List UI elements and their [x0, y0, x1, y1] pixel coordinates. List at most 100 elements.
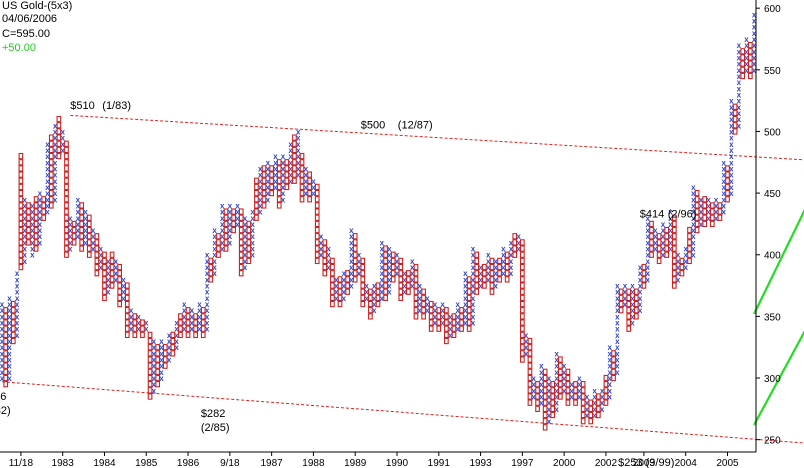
o-mark	[664, 226, 670, 234]
x-mark: x	[152, 356, 157, 365]
x-mark: x	[554, 374, 559, 383]
x-mark: x	[212, 232, 217, 241]
x-mark: x	[152, 368, 157, 377]
o-mark	[33, 196, 39, 203]
x-mark: x	[570, 393, 575, 402]
o-mark	[314, 239, 320, 246]
o-mark	[352, 245, 358, 252]
x-mark: x	[387, 282, 392, 291]
o-mark	[459, 325, 464, 332]
o-mark	[223, 239, 229, 246]
o-mark	[18, 220, 24, 228]
x-mark: x	[53, 195, 58, 204]
x-mark: x	[615, 349, 620, 358]
x-mark: x	[68, 220, 73, 229]
o-mark	[428, 313, 434, 320]
o-mark	[56, 146, 62, 154]
x-mark: x	[509, 251, 514, 260]
o-mark	[649, 245, 654, 252]
x-mark: x	[721, 164, 726, 173]
x-mark: x	[7, 319, 12, 328]
x-mark: x	[699, 201, 704, 210]
o-mark	[314, 208, 320, 215]
x-mark: x	[608, 362, 613, 371]
x-mark: x	[729, 158, 734, 167]
o-mark	[428, 319, 434, 326]
x-mark: x	[562, 386, 567, 395]
o-mark	[466, 282, 472, 289]
o-mark	[360, 282, 366, 289]
o-mark	[94, 239, 100, 246]
x-mark: x	[91, 245, 96, 254]
o-mark	[444, 331, 449, 339]
x-mark: x	[653, 232, 658, 241]
x-mark: x	[433, 300, 438, 309]
x-mark: x	[737, 97, 742, 106]
x-mark: x	[615, 343, 620, 352]
x-mark: x	[456, 312, 461, 321]
x-tick-label: 1985	[135, 458, 158, 468]
x-mark: x	[410, 275, 415, 284]
o-mark	[64, 165, 69, 172]
x-mark: x	[661, 226, 666, 235]
x-mark: x	[121, 288, 126, 297]
x-mark: x	[7, 349, 12, 358]
o-mark	[687, 245, 692, 252]
x-mark: x	[737, 53, 742, 62]
x-mark: x	[387, 269, 392, 278]
o-mark	[489, 257, 495, 265]
x-mark: x	[494, 282, 499, 291]
x-mark: x	[638, 263, 643, 272]
x-mark: x	[630, 294, 635, 303]
x-mark: x	[646, 269, 651, 278]
x-mark: x	[433, 312, 438, 321]
o-mark	[238, 226, 244, 234]
x-mark: x	[22, 238, 27, 247]
x-mark: x	[7, 368, 12, 377]
x-mark: x	[98, 245, 103, 254]
x-mark: x	[205, 294, 210, 303]
x-mark: x	[721, 177, 726, 186]
x-mark: x	[152, 362, 157, 371]
x-mark: x	[243, 214, 248, 223]
x-mark: x	[691, 195, 696, 204]
x-mark: x	[418, 282, 423, 291]
x-mark: x	[212, 226, 217, 235]
x-mark: x	[212, 257, 217, 266]
x-mark: x	[83, 214, 88, 223]
x-mark: x	[288, 140, 293, 149]
x-mark: x	[380, 294, 385, 303]
x-mark: x	[98, 257, 103, 266]
o-mark	[352, 239, 358, 246]
o-mark	[26, 226, 31, 234]
o-mark	[732, 115, 738, 123]
o-mark	[102, 270, 107, 277]
x-mark: x	[676, 269, 681, 278]
o-mark	[178, 313, 183, 320]
x-mark: x	[410, 257, 415, 266]
o-mark	[33, 226, 39, 234]
x-mark: x	[60, 146, 65, 155]
o-mark	[71, 233, 77, 240]
o-mark	[671, 270, 677, 277]
o-mark	[18, 183, 24, 191]
x-mark: x	[440, 306, 445, 315]
o-mark	[611, 350, 616, 357]
x-mark: x	[243, 220, 248, 229]
o-mark	[542, 411, 548, 419]
x-mark: x	[471, 282, 476, 291]
o-mark	[694, 214, 700, 221]
o-mark	[64, 196, 69, 203]
x-mark: x	[250, 238, 255, 247]
o-mark	[178, 331, 183, 339]
x-mark: x	[729, 115, 734, 124]
x-mark: x	[737, 109, 742, 118]
x-mark: x	[646, 226, 651, 235]
x-mark: x	[212, 251, 217, 260]
o-mark	[474, 282, 480, 289]
x-mark: x	[68, 245, 73, 254]
x-tick-label: 1984	[93, 458, 116, 468]
x-mark: x	[676, 263, 681, 272]
x-mark: x	[372, 294, 377, 303]
o-mark	[117, 282, 123, 289]
